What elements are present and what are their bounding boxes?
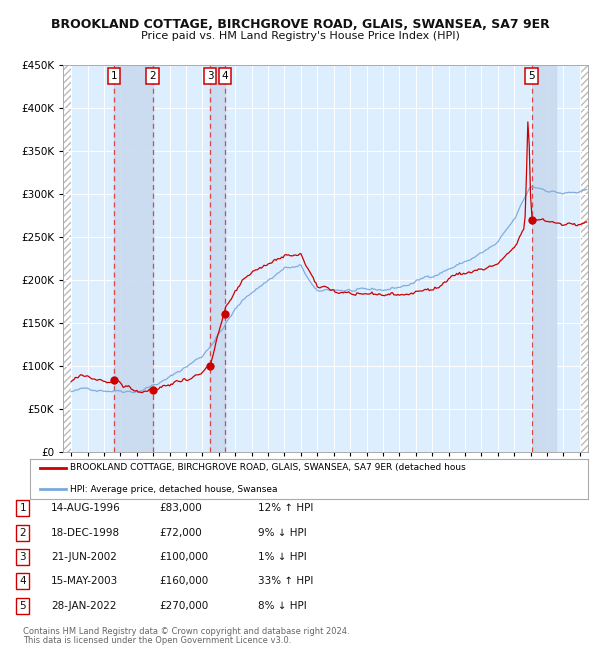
Text: 2: 2 (149, 71, 156, 81)
Text: £270,000: £270,000 (159, 601, 208, 611)
Text: 4: 4 (221, 71, 228, 81)
Text: £72,000: £72,000 (159, 528, 202, 538)
Text: 5: 5 (19, 601, 26, 611)
Text: Price paid vs. HM Land Registry's House Price Index (HPI): Price paid vs. HM Land Registry's House … (140, 31, 460, 41)
Text: 12% ↑ HPI: 12% ↑ HPI (258, 503, 313, 514)
Text: 18-DEC-1998: 18-DEC-1998 (51, 528, 120, 538)
Text: £100,000: £100,000 (159, 552, 208, 562)
Text: BROOKLAND COTTAGE, BIRCHGROVE ROAD, GLAIS, SWANSEA, SA7 9ER: BROOKLAND COTTAGE, BIRCHGROVE ROAD, GLAI… (50, 18, 550, 31)
Text: 8% ↓ HPI: 8% ↓ HPI (258, 601, 307, 611)
Text: £160,000: £160,000 (159, 576, 208, 586)
Bar (532, 65, 556, 452)
Text: 1: 1 (111, 71, 118, 81)
Bar (210, 65, 225, 452)
Text: 33% ↑ HPI: 33% ↑ HPI (258, 576, 313, 586)
Text: 9% ↓ HPI: 9% ↓ HPI (258, 528, 307, 538)
Text: 1% ↓ HPI: 1% ↓ HPI (258, 552, 307, 562)
Text: 15-MAY-2003: 15-MAY-2003 (51, 576, 118, 586)
Bar (114, 65, 152, 452)
Text: 28-JAN-2022: 28-JAN-2022 (51, 601, 116, 611)
Text: 3: 3 (19, 552, 26, 562)
Text: 2: 2 (19, 528, 26, 538)
Text: 5: 5 (529, 71, 535, 81)
Text: Contains HM Land Registry data © Crown copyright and database right 2024.: Contains HM Land Registry data © Crown c… (23, 627, 349, 636)
Text: £83,000: £83,000 (159, 503, 202, 514)
Text: HPI: Average price, detached house, Swansea: HPI: Average price, detached house, Swan… (70, 485, 278, 493)
Text: 4: 4 (19, 576, 26, 586)
Text: 21-JUN-2002: 21-JUN-2002 (51, 552, 117, 562)
Text: 14-AUG-1996: 14-AUG-1996 (51, 503, 121, 514)
Text: This data is licensed under the Open Government Licence v3.0.: This data is licensed under the Open Gov… (23, 636, 291, 645)
Text: 3: 3 (207, 71, 214, 81)
Bar (580, 65, 588, 452)
Text: 1: 1 (19, 503, 26, 514)
Bar (63, 65, 71, 452)
Text: BROOKLAND COTTAGE, BIRCHGROVE ROAD, GLAIS, SWANSEA, SA7 9ER (detached hous: BROOKLAND COTTAGE, BIRCHGROVE ROAD, GLAI… (70, 463, 466, 473)
